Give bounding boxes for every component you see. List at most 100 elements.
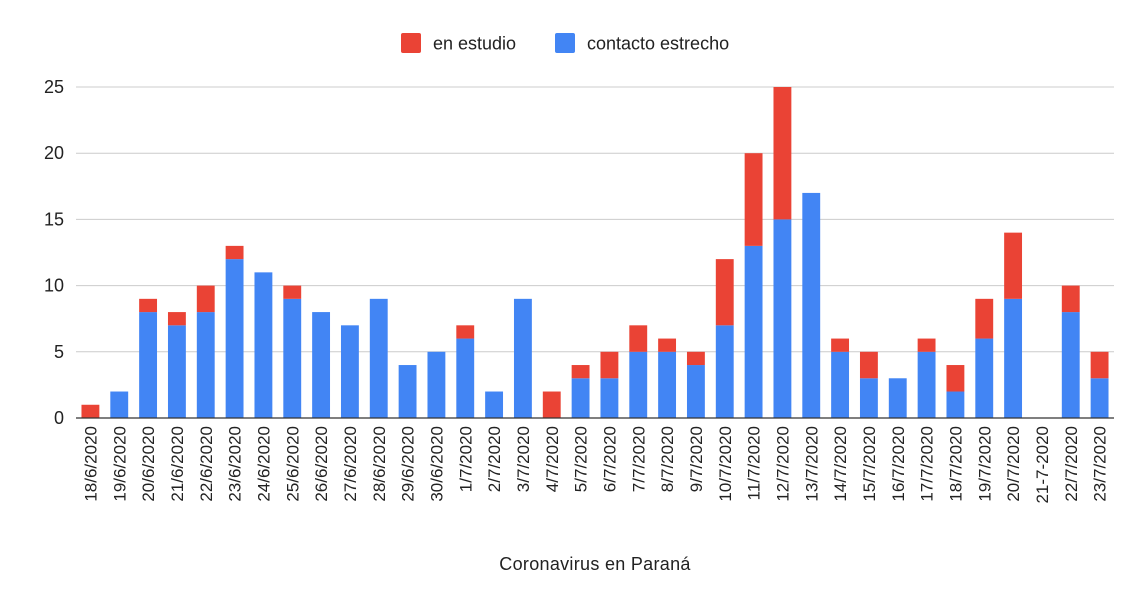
x-tick-label: 5/7/2020 xyxy=(572,426,591,492)
x-tick-label: 3/7/2020 xyxy=(514,426,533,492)
bar-contacto-estrecho xyxy=(686,365,705,418)
bar-en-estudio xyxy=(600,351,619,379)
bar-contacto-estrecho xyxy=(831,351,850,418)
bar-contacto-estrecho xyxy=(1004,298,1023,418)
bar-contacto-estrecho xyxy=(139,312,158,418)
y-tick-label: 5 xyxy=(54,342,64,362)
x-tick-label: 14/7/2020 xyxy=(831,426,850,502)
bar-contacto-estrecho xyxy=(1061,312,1080,418)
bar-contacto-estrecho xyxy=(196,312,215,418)
bar-contacto-estrecho xyxy=(715,325,734,418)
bar-contacto-estrecho xyxy=(773,219,792,418)
bar-en-estudio xyxy=(196,285,215,313)
bar-en-estudio xyxy=(167,312,186,326)
gridlines xyxy=(76,86,1114,353)
x-tick-label: 20/7/2020 xyxy=(1004,426,1023,502)
bar-contacto-estrecho xyxy=(340,325,359,418)
bar-contacto-estrecho xyxy=(398,365,417,418)
bar-contacto-estrecho xyxy=(600,378,619,418)
bar-en-estudio xyxy=(744,153,763,246)
x-tick-label: 18/7/2020 xyxy=(946,426,965,502)
bar-en-estudio xyxy=(946,365,965,392)
bar-en-estudio xyxy=(715,259,734,326)
x-tick-label: 22/7/2020 xyxy=(1062,426,1081,502)
bar-contacto-estrecho xyxy=(658,351,677,418)
y-tick-label: 25 xyxy=(44,77,64,97)
y-tick-label: 15 xyxy=(44,209,64,229)
x-tick-label: 21-7-2020 xyxy=(1033,426,1052,504)
x-tick-label: 10/7/2020 xyxy=(716,426,735,502)
bar-en-estudio xyxy=(1004,232,1023,299)
x-tick-label: 8/7/2020 xyxy=(658,426,677,492)
bar-en-estudio xyxy=(859,351,878,379)
x-tick-label: 15/7/2020 xyxy=(860,426,879,502)
bar-contacto-estrecho xyxy=(859,378,878,418)
legend: en estudio contacto estrecho xyxy=(401,33,729,54)
x-tick-label: 12/7/2020 xyxy=(773,426,792,502)
bar-en-estudio xyxy=(831,338,850,352)
x-tick-label: 21/6/2020 xyxy=(168,426,187,502)
x-tick-label: 19/6/2020 xyxy=(110,426,129,502)
x-tick-label: 9/7/2020 xyxy=(687,426,706,492)
x-tick-label: 7/7/2020 xyxy=(629,426,648,492)
bar-contacto-estrecho xyxy=(917,351,936,418)
bar-en-estudio xyxy=(917,338,936,352)
x-tick-label: 23/6/2020 xyxy=(226,426,245,502)
y-tick-label: 10 xyxy=(44,276,64,296)
x-tick-label: 13/7/2020 xyxy=(802,426,821,502)
y-tick-label: 20 xyxy=(44,143,64,163)
bar-contacto-estrecho xyxy=(946,391,965,418)
x-tick-label: 26/6/2020 xyxy=(312,426,331,502)
y-axis-ticks: 0 5 10 15 20 25 xyxy=(44,77,64,428)
x-tick-label: 6/7/2020 xyxy=(600,426,619,492)
legend-label: contacto estrecho xyxy=(587,34,729,54)
bar-contacto-estrecho xyxy=(283,298,302,418)
bar-en-estudio xyxy=(686,351,705,366)
bar-contacto-estrecho xyxy=(427,351,446,418)
x-tick-label: 25/6/2020 xyxy=(283,426,302,502)
x-axis-title: Coronavirus en Paraná xyxy=(499,554,691,574)
x-axis-ticks: 18/6/2020 19/6/2020 20/6/2020 21/6/2020 22/6… xyxy=(81,426,1109,504)
x-tick-label: 11/7/2020 xyxy=(745,426,764,500)
bar-en-estudio xyxy=(1061,285,1080,313)
x-tick-label: 1/7/2020 xyxy=(456,426,475,492)
bar-en-estudio xyxy=(225,245,244,260)
bars xyxy=(81,87,1109,418)
x-tick-label: 2/7/2020 xyxy=(485,426,504,492)
bar-en-estudio xyxy=(1090,351,1109,379)
x-tick-label: 16/7/2020 xyxy=(889,426,908,502)
bar-contacto-estrecho xyxy=(456,338,475,418)
legend-swatch xyxy=(555,33,575,53)
bar-en-estudio xyxy=(658,338,677,352)
x-tick-label: 17/7/2020 xyxy=(918,426,937,502)
bar-contacto-estrecho xyxy=(513,298,532,418)
bar-contacto-estrecho xyxy=(254,272,273,418)
x-tick-label: 23/7/2020 xyxy=(1091,426,1110,502)
bar-en-estudio xyxy=(283,285,302,299)
x-tick-label: 18/6/2020 xyxy=(81,426,100,502)
x-tick-label: 4/7/2020 xyxy=(543,426,562,492)
bar-en-estudio xyxy=(629,325,648,352)
bar-en-estudio xyxy=(456,325,475,339)
bar-en-estudio xyxy=(773,87,792,220)
bar-en-estudio xyxy=(542,391,561,418)
bar-contacto-estrecho xyxy=(485,391,504,418)
x-tick-label: 24/6/2020 xyxy=(254,426,273,502)
bar-en-estudio xyxy=(81,404,100,418)
bar-contacto-estrecho xyxy=(975,338,994,418)
legend-label: en estudio xyxy=(433,34,516,54)
bar-contacto-estrecho xyxy=(110,391,129,418)
bar-en-estudio xyxy=(571,365,590,379)
bar-contacto-estrecho xyxy=(167,325,186,418)
x-tick-label: 19/7/2020 xyxy=(975,426,994,502)
bar-contacto-estrecho xyxy=(369,298,388,418)
y-tick-label: 0 xyxy=(54,408,64,428)
bar-contacto-estrecho xyxy=(888,378,907,418)
x-tick-label: 20/6/2020 xyxy=(139,426,158,502)
bar-en-estudio xyxy=(975,298,994,339)
bar-contacto-estrecho xyxy=(312,312,331,418)
bar-contacto-estrecho xyxy=(571,378,590,418)
bar-contacto-estrecho xyxy=(1090,378,1109,418)
x-tick-label: 22/6/2020 xyxy=(197,426,216,502)
